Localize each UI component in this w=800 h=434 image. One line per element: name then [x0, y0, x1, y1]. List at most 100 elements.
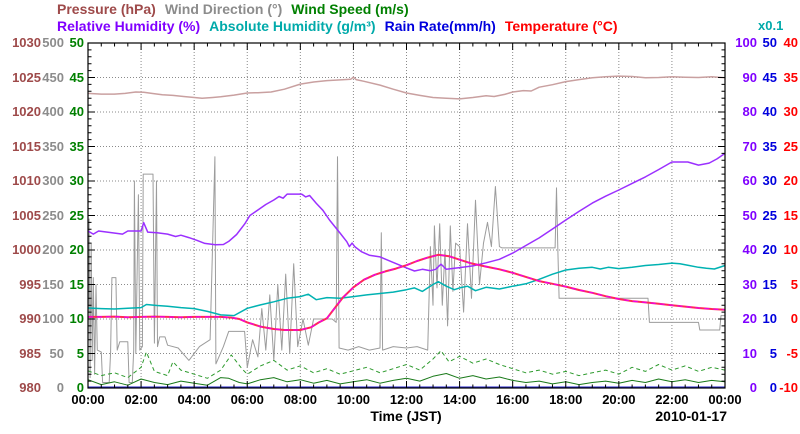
pressure-tick-label: 985: [19, 345, 41, 361]
legend-label-relative-humidity: Relative Humidity (%): [57, 18, 201, 34]
relative-humidity-line: [87, 152, 726, 272]
time-tick-label: 00:00: [708, 392, 742, 407]
absolute-humidity-line: [87, 262, 726, 317]
pressure-tick-label: 1010: [12, 173, 41, 188]
wind-direction-line: [87, 156, 725, 383]
temperature-tick-label: 40: [783, 35, 798, 50]
legend-label-pressure: Pressure (hPa): [57, 1, 156, 17]
temperature-dash-overlay-line: [88, 254, 726, 331]
wind-speed-tick-label: 45: [69, 69, 84, 85]
time-tick-label: 10:00: [336, 392, 371, 407]
pressure-tick-label: 1005: [12, 207, 41, 223]
wind-direction-tick-label: 300: [42, 173, 64, 188]
wind-speed-tick-label: 5: [76, 345, 84, 361]
wind-speed-tick-label: 35: [69, 138, 84, 154]
wind-speed-tick-label: 20: [69, 242, 84, 257]
rain-rate-tick-label: 0: [769, 380, 777, 395]
relative-humidity-tick-label: 50: [742, 207, 757, 223]
wind-speed-tick-label: 15: [69, 276, 84, 292]
rain-rate-tick-label: 35: [762, 138, 777, 154]
legend-row-2: Relative Humidity (%) Absolute Humidity (…: [57, 18, 627, 34]
wind-speed-line: [87, 373, 726, 386]
relative-humidity-tick-label: 100: [735, 35, 757, 50]
axis-tick-marks: [87, 42, 726, 389]
relative-humidity-tick-label: 30: [742, 276, 757, 292]
rain-rate-tick-label: 5: [769, 345, 777, 361]
legend-label-wind-direction: Wind Direction (°): [164, 1, 283, 17]
pressure-line: [87, 75, 726, 100]
temperature-tick-label: 5: [790, 276, 798, 292]
relative-humidity-tick-label: 20: [742, 311, 757, 326]
relative-humidity-tick-label: 80: [742, 104, 757, 119]
time-tick-label: 22:00: [655, 392, 689, 407]
relative-humidity-tick-label: 60: [742, 173, 757, 188]
time-tick-label: 00:00: [71, 392, 105, 407]
relative-humidity-tick-label: 70: [742, 138, 757, 154]
pressure-tick-label: 1025: [12, 69, 41, 85]
wind-speed-tick-label: 50: [69, 35, 84, 50]
relative-humidity-tick-label: 90: [742, 69, 757, 85]
pressure-tick-label: 1000: [12, 242, 41, 257]
time-tick-label: 06:00: [230, 392, 264, 407]
time-tick-label: 18:00: [549, 392, 583, 407]
wind-direction-tick-label: 450: [42, 69, 64, 85]
temperature-tick-label: -10: [779, 380, 798, 395]
temperature-tick-label: 0: [790, 311, 798, 326]
pressure-tick-label: 980: [19, 380, 41, 395]
wind-speed-tick-label: 40: [69, 104, 84, 119]
temperature-tick-label: -5: [786, 345, 798, 361]
wind-speed-tick-label: 0: [76, 380, 84, 395]
relative-humidity-tick-label: 0: [749, 380, 757, 395]
wind-direction-tick-label: 0: [56, 380, 64, 395]
rain-rate-tick-label: 40: [762, 104, 777, 119]
legend-row-1: Pressure (hPa) Wind Direction (°) Wind Spe…: [57, 1, 418, 17]
abs-humidity-scale-note: x0.1: [758, 18, 784, 33]
wind-speed-tick-label: 30: [69, 173, 84, 188]
legend-label-temperature: Temperature (°C): [504, 18, 618, 34]
relative-humidity-tick-label: 40: [742, 242, 757, 257]
time-tick-label: 16:00: [496, 392, 530, 407]
wind-direction-tick-label: 150: [42, 276, 64, 292]
time-tick-label: 04:00: [177, 392, 211, 407]
legend-label-absolute-humidity: Absolute Humidity (g/m³): [209, 18, 376, 34]
legend-label-rain-rate: Rain Rate(mm/h): [384, 18, 496, 34]
temperature-tick-label: 15: [783, 207, 798, 223]
wind-speed-tick-label: 10: [69, 311, 84, 326]
grid-lines: [88, 43, 725, 388]
pressure-tick-label: 990: [19, 311, 41, 326]
time-tick-label: 12:00: [389, 392, 424, 407]
x-axis-label: Time (JST): [370, 408, 442, 424]
time-tick-label: 08:00: [283, 392, 317, 407]
rain-rate-tick-label: 20: [762, 242, 777, 257]
wind-direction-tick-label: 50: [49, 345, 64, 361]
temperature-tick-label: 25: [783, 138, 798, 154]
rain-rate-tick-label: 45: [762, 69, 777, 85]
rain-rate-tick-label: 50: [762, 35, 777, 50]
time-tick-label: 20:00: [602, 392, 636, 407]
temperature-tick-label: 35: [783, 69, 798, 85]
time-tick-label: 14:00: [442, 392, 477, 407]
wind-direction-tick-label: 400: [42, 104, 64, 119]
wind-speed-gust-line: [87, 350, 726, 379]
pressure-tick-label: 995: [19, 276, 41, 292]
pressure-tick-label: 1030: [12, 35, 41, 50]
chart-date-label: 2010-01-17: [655, 408, 727, 424]
legend-label-wind-speed: Wind Speed (m/s): [291, 1, 409, 17]
time-tick-label: 02:00: [124, 392, 158, 407]
temperature-tick-label: 20: [783, 173, 798, 188]
pressure-tick-label: 1015: [12, 138, 41, 154]
wind-direction-tick-label: 500: [42, 35, 64, 50]
relative-humidity-tick-label: 10: [742, 345, 757, 361]
wind-direction-tick-label: 200: [42, 242, 64, 257]
wind-direction-tick-label: 100: [42, 311, 64, 326]
temperature-tick-label: 10: [783, 242, 798, 257]
pressure-tick-label: 1020: [12, 104, 41, 119]
rain-rate-tick-label: 15: [762, 276, 777, 292]
rain-rate-tick-label: 10: [762, 311, 777, 326]
temperature-tick-label: 30: [783, 104, 798, 119]
rain-rate-tick-label: 30: [762, 173, 777, 188]
wind-direction-tick-label: 250: [42, 207, 64, 223]
wind-direction-tick-label: 350: [42, 138, 64, 154]
